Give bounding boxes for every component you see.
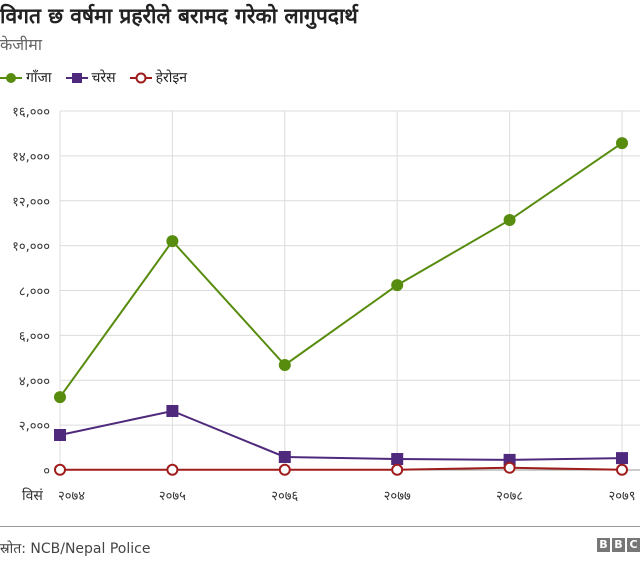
- y-tick-label: १०,०००: [12, 240, 50, 255]
- x-tick-label: २०७५: [159, 489, 186, 504]
- x-tick-label: २०७८: [496, 489, 523, 504]
- legend-label: चरेस: [91, 70, 116, 86]
- y-tick-label: २,०००: [19, 419, 50, 434]
- chart-title: विगत छ वर्षमा प्रहरीले बरामद गरेको लागुप…: [0, 4, 358, 28]
- x-tick-label: २०७४: [58, 489, 85, 504]
- legend-label: हेरोइन: [155, 70, 188, 86]
- y-tick-label: ४,०००: [19, 374, 50, 389]
- data-point: [391, 453, 404, 466]
- line-chart: ० २,००० ४,००० ६,००० ८,००० १०,००० १२,००० १४,००० १…: [12, 105, 640, 504]
- y-tick-label: १२,०००: [12, 195, 50, 210]
- series-line: [59, 142, 623, 398]
- source-text: स्रोत: NCB/Nepal Police: [0, 541, 151, 557]
- data-point: [166, 404, 179, 417]
- x-tick-label: २०७९: [608, 489, 635, 504]
- data-point: [391, 463, 404, 476]
- data-point: [391, 279, 404, 292]
- data-point: [278, 463, 291, 476]
- legend-item-charas: चरेस: [65, 68, 116, 87]
- y-tick-label: ०: [43, 464, 50, 479]
- data-point: [54, 463, 66, 476]
- data-point: [54, 391, 66, 404]
- y-tick-label: ६,०००: [19, 329, 50, 344]
- data-point: [54, 428, 66, 441]
- data-point: [503, 453, 516, 466]
- series-line: [59, 409, 623, 461]
- x-tick-label: २०७६: [271, 489, 298, 504]
- legend-item-ganja: गाँजा: [0, 68, 52, 87]
- data-point: [278, 358, 291, 371]
- legend-item-heroin: हेरोइन: [129, 68, 188, 87]
- data-point: [616, 452, 628, 465]
- data-point: [503, 214, 516, 227]
- y-tick-label: १४,०००: [12, 150, 50, 165]
- data-point: [278, 450, 291, 463]
- data-point: [503, 461, 516, 474]
- footer-divider: [0, 526, 640, 527]
- legend-label: गाँजा: [26, 70, 52, 86]
- data-point: [166, 463, 179, 476]
- y-tick-label: १६,०००: [12, 105, 50, 120]
- x-prefix-label: विसं: [22, 487, 43, 504]
- data-point: [616, 137, 628, 150]
- chart-subtitle: केजीमा: [0, 35, 43, 54]
- series-line: [60, 466, 623, 471]
- data-point: [166, 235, 179, 248]
- legend: गाँजा चरेस हेरोइन: [0, 68, 187, 87]
- x-tick-label: २०७७: [384, 489, 411, 504]
- data-point: [616, 463, 628, 476]
- y-tick-label: ८,०००: [19, 285, 50, 300]
